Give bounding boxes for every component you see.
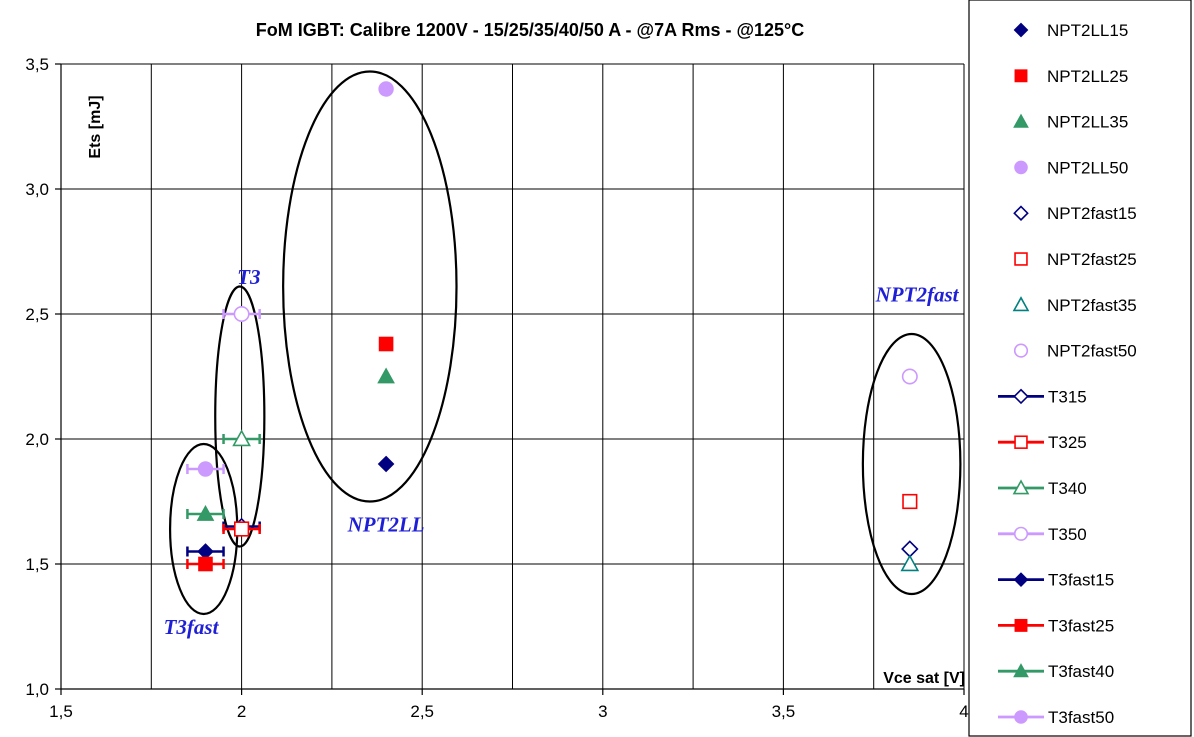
annotations: T3 NPT2LL T3fast NPT2fast xyxy=(164,265,960,639)
y-tick-label: 2,5 xyxy=(25,305,49,324)
legend-item: NPT2LL25 xyxy=(1014,67,1128,86)
data-point-npt2fast50 xyxy=(901,368,918,385)
annotation-t3fast: T3fast xyxy=(164,615,220,639)
data-point-npt2fast15 xyxy=(901,540,919,558)
legend-item: NPT2LL35 xyxy=(1013,113,1128,132)
group-ellipse xyxy=(282,70,458,503)
legend-marker xyxy=(1013,663,1029,678)
legend-marker xyxy=(1014,69,1028,83)
data-point-t325 xyxy=(234,521,250,537)
legend-label: NPT2LL50 xyxy=(1047,158,1128,177)
legend-label: NPT2fast50 xyxy=(1047,342,1137,361)
legend-item: T325 xyxy=(998,433,1087,452)
annotation-npt2fast: NPT2fast xyxy=(875,283,960,307)
legend-marker xyxy=(1013,22,1029,38)
legend-label: T325 xyxy=(1048,433,1087,452)
legend-item: NPT2LL50 xyxy=(1014,158,1128,177)
data-points xyxy=(186,81,920,572)
legend-label: NPT2LL35 xyxy=(1047,113,1128,132)
annotation-npt2ll: NPT2LL xyxy=(347,513,425,537)
legend-label: NPT2fast25 xyxy=(1047,250,1137,269)
data-point-npt2ll25 xyxy=(378,336,394,352)
legend-marker xyxy=(1014,710,1028,724)
legend-label: T3fast50 xyxy=(1048,708,1114,727)
legend-label: NPT2LL15 xyxy=(1047,21,1128,40)
legend-label: T350 xyxy=(1048,525,1087,544)
legend-label: T3fast40 xyxy=(1048,662,1114,681)
legend-marker xyxy=(1014,618,1028,632)
legend-item: T315 xyxy=(998,387,1087,406)
legend-item: T3fast40 xyxy=(998,662,1114,681)
legend-item: T3fast15 xyxy=(998,571,1114,590)
data-point-t350 xyxy=(233,305,250,322)
legend-marker xyxy=(1014,160,1028,175)
legend: NPT2LL15 NPT2LL25 NPT2LL35 NPT2LL50 NPT2fast… xyxy=(968,0,1192,737)
legend-item: T350 xyxy=(998,525,1087,544)
y-tick-label: 3,5 xyxy=(25,55,49,74)
legend-marker xyxy=(1013,526,1029,541)
legend-item: NPT2LL15 xyxy=(1013,21,1128,40)
tick-labels: 1,5 2 2,5 3 3,5 41,01,52,02,53,03,5 xyxy=(25,55,968,721)
legend-item: NPT2fast50 xyxy=(1013,342,1137,361)
legend-marker xyxy=(1013,572,1029,587)
y-tick-label: 1,5 xyxy=(25,555,49,574)
data-point-npt2ll15 xyxy=(377,455,395,473)
x-tick-label: 3,5 xyxy=(772,702,796,721)
y-tick-label: 1,0 xyxy=(25,680,49,699)
legend-label: T340 xyxy=(1048,479,1087,498)
legend-marker xyxy=(1014,435,1028,449)
legend-label: NPT2fast35 xyxy=(1047,296,1137,315)
x-tick-label: 2 xyxy=(237,702,246,721)
data-point-t3fast50 xyxy=(197,461,214,477)
legend-marker xyxy=(1013,205,1029,221)
legend-label: T3fast25 xyxy=(1048,616,1114,635)
axes xyxy=(55,63,965,695)
legend-marker xyxy=(1012,479,1030,495)
legend-label: T315 xyxy=(1048,387,1087,406)
legend-box xyxy=(968,0,1192,737)
legend-marker xyxy=(1012,296,1030,312)
y-tick-label: 2,0 xyxy=(25,430,49,449)
legend-marker xyxy=(1014,252,1028,266)
x-tick-label: 1,5 xyxy=(49,702,73,721)
legend-marker xyxy=(1013,388,1029,405)
chart-title: FoM IGBT: Calibre 1200V - 15/25/35/40/50… xyxy=(256,20,805,40)
group-ellipses xyxy=(168,70,962,616)
data-point-t3fast25 xyxy=(198,556,213,572)
legend-label: NPT2LL25 xyxy=(1047,67,1128,86)
legend-item: NPT2fast15 xyxy=(1013,204,1137,223)
x-tick-label: 3 xyxy=(598,702,607,721)
annotation-t3: T3 xyxy=(237,265,260,289)
data-point-npt2fast35 xyxy=(900,554,920,572)
legend-marker xyxy=(1013,343,1029,358)
data-point-npt2ll50 xyxy=(378,81,394,97)
data-point-npt2fast25 xyxy=(902,493,918,510)
legend-label: NPT2fast15 xyxy=(1047,204,1137,223)
legend-item: T3fast25 xyxy=(998,616,1114,635)
data-point-t340 xyxy=(232,429,251,447)
data-point-npt2ll35 xyxy=(377,367,395,384)
y-tick-label: 3,0 xyxy=(25,180,49,199)
y-axis-label: Ets [mJ] xyxy=(87,95,104,158)
legend-item: T340 xyxy=(998,479,1087,498)
x-tick-label: 2,5 xyxy=(410,702,434,721)
x-axis-label: Vce sat [V] xyxy=(883,670,965,687)
gridlines xyxy=(61,63,965,689)
data-point-t3fast40 xyxy=(196,504,215,521)
group-ellipse xyxy=(214,285,266,548)
legend-label: T3fast15 xyxy=(1048,571,1114,590)
x-tick-label: 4 xyxy=(959,702,968,721)
legend-item: T3fast50 xyxy=(998,708,1114,727)
legend-item: NPT2fast25 xyxy=(1014,250,1137,269)
legend-marker xyxy=(1013,113,1029,128)
group-ellipse xyxy=(861,332,962,596)
legend-item: NPT2fast35 xyxy=(1012,296,1137,315)
